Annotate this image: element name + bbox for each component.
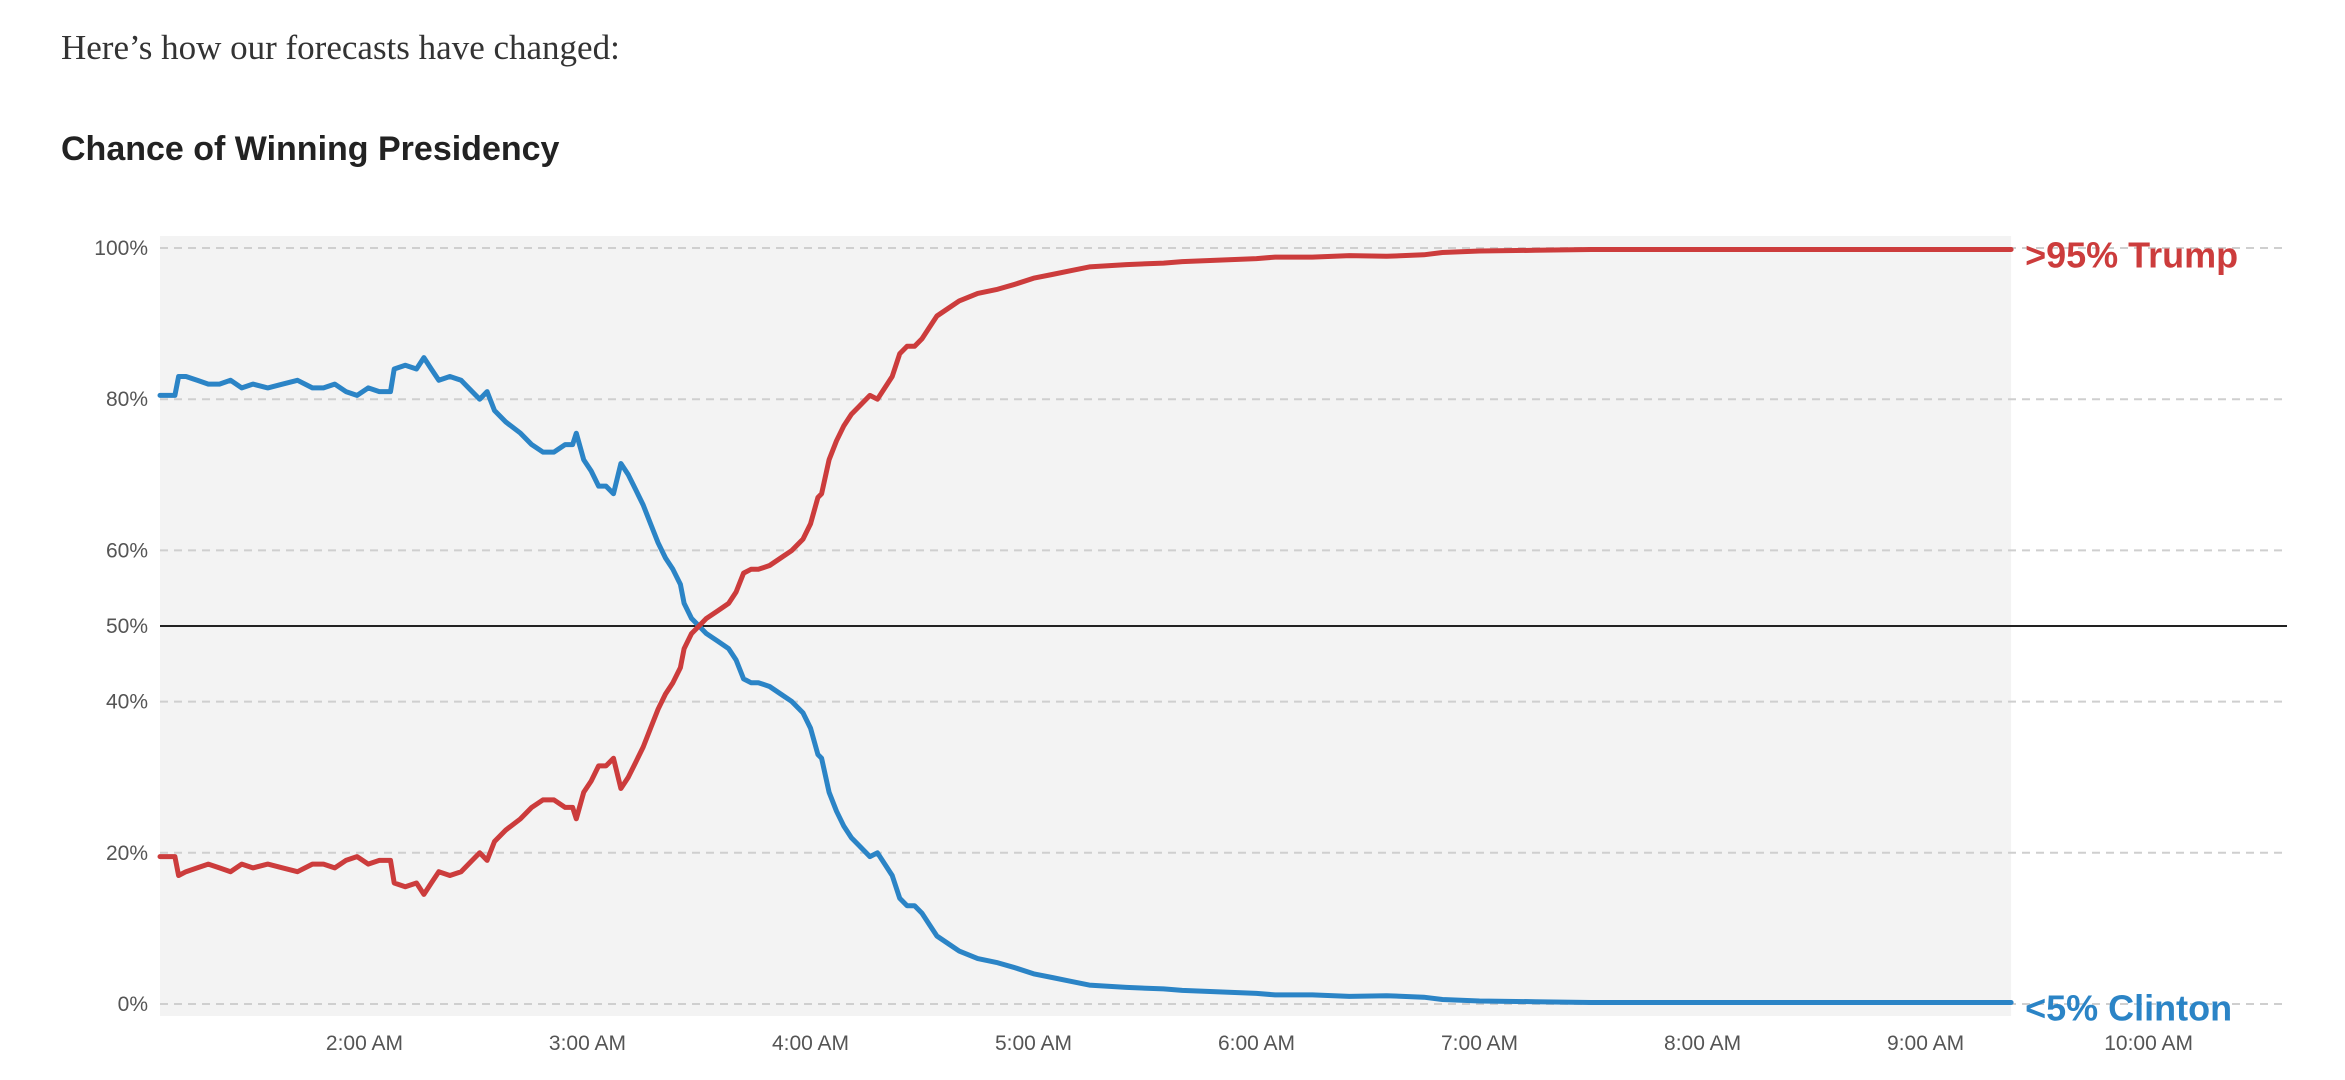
y-tick-label-60: 60% [106, 539, 148, 562]
x-tick-label-5: 7:00 AM [1441, 1032, 1518, 1055]
series-line-clinton [157, 355, 2014, 1005]
x-tick-label-6: 8:00 AM [1664, 1032, 1741, 1055]
series-line-trump [157, 247, 2014, 897]
x-tick-label-3: 5:00 AM [995, 1032, 1072, 1055]
y-tick-label-50: 50% [106, 615, 148, 638]
y-tick-label-0: 0% [118, 993, 148, 1016]
x-tick-label-0: 2:00 AM [326, 1032, 403, 1055]
y-tick-label-80: 80% [106, 388, 148, 411]
intro-text: Here’s how our forecasts have changed: [61, 28, 620, 67]
x-tick-label-4: 6:00 AM [1218, 1032, 1295, 1055]
x-tick-label-8: 10:00 AM [2104, 1032, 2193, 1055]
x-tick-label-1: 3:00 AM [549, 1032, 626, 1055]
x-tick-label-2: 4:00 AM [772, 1032, 849, 1055]
y-tick-label-40: 40% [106, 691, 148, 714]
y-tick-label-20: 20% [106, 842, 148, 865]
y-tick-label-100: 100% [94, 237, 148, 260]
x-tick-label-7: 9:00 AM [1887, 1032, 1964, 1055]
end-label-clinton: <5% Clinton [2025, 987, 2232, 1028]
chart-title: Chance of Winning Presidency [61, 130, 560, 168]
end-label-trump: >95% Trump [2025, 235, 2238, 276]
